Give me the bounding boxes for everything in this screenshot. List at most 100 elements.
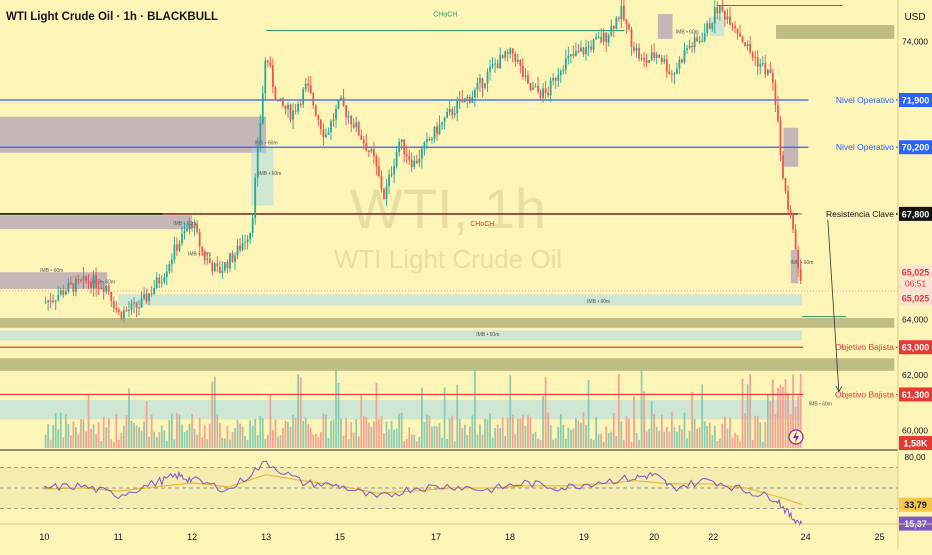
volume-bar <box>617 373 620 448</box>
currency-label[interactable]: USD <box>904 12 925 23</box>
candle-body <box>726 16 729 20</box>
candle-body <box>294 110 297 112</box>
candle-body <box>713 7 716 24</box>
candle-body <box>168 264 171 272</box>
volume-bar <box>524 425 527 448</box>
candle-body <box>302 89 305 105</box>
volume-bar <box>398 413 401 448</box>
volume-bar <box>208 423 211 448</box>
candle-body <box>297 103 300 112</box>
volume-bar <box>191 414 193 448</box>
volume-bar <box>206 439 209 448</box>
candle-body <box>279 98 282 102</box>
volume-bar <box>787 393 789 448</box>
volume-bar <box>491 437 494 448</box>
candle-body <box>312 93 315 106</box>
volume-bar <box>163 430 166 448</box>
candle-body <box>567 55 570 59</box>
volume-bar <box>170 413 173 448</box>
candle-body <box>170 259 173 265</box>
time-tick-label: 18 <box>505 532 515 542</box>
time-tick-label: 12 <box>187 532 197 542</box>
candle-body <box>784 178 787 192</box>
volume-bar <box>158 432 161 448</box>
candle-body <box>188 222 191 230</box>
volume-bar <box>552 439 555 448</box>
volume-bar <box>312 434 315 448</box>
candle-body <box>289 104 292 120</box>
candle-body <box>539 91 542 98</box>
candle-body <box>211 263 214 272</box>
candle-body <box>665 59 668 72</box>
volume-bar <box>683 412 686 448</box>
candle-body <box>542 88 544 98</box>
time-tick-label: 22 <box>708 532 718 542</box>
volume-bar <box>335 370 337 448</box>
imbalance-zone <box>0 272 108 289</box>
volume-bar <box>150 414 153 448</box>
volume-bar <box>718 438 721 448</box>
candle-body <box>221 270 224 273</box>
zone-label: IMB • 60m <box>258 171 281 177</box>
candle-body <box>729 16 731 25</box>
candle-body <box>602 32 605 42</box>
volume-bar <box>357 436 360 448</box>
price-badge-bg <box>899 206 932 221</box>
candle-body <box>521 65 524 77</box>
candle-body <box>325 134 327 138</box>
volume-bar <box>612 412 615 448</box>
volume-bar <box>284 420 287 448</box>
volume-bar <box>44 434 47 448</box>
volume-bar <box>521 414 524 448</box>
candle-body <box>117 309 120 312</box>
candle-body <box>461 99 464 103</box>
candle-body <box>183 230 186 234</box>
volume-bar <box>367 422 370 448</box>
candle-body <box>441 121 443 125</box>
candle-body <box>153 288 156 294</box>
alert-icon[interactable] <box>788 429 804 445</box>
volume-bar <box>236 419 239 448</box>
volume-bar <box>49 439 52 448</box>
candle-body <box>57 294 60 301</box>
volume-bar <box>686 438 688 448</box>
watermark-name: WTI Light Crude Oil <box>334 244 562 274</box>
price-axis[interactable]: 74,000 64,000 62,000 60,000 80,00 <box>902 37 928 462</box>
candle-body <box>759 63 762 67</box>
volume-bar <box>729 417 731 448</box>
candle-body <box>44 302 47 304</box>
candle-body <box>330 120 332 133</box>
time-axis[interactable]: 10 11 12 13 15 17 18 19 20 22 24 25 <box>39 532 884 542</box>
candle-body <box>309 85 312 94</box>
candle-body <box>436 126 438 135</box>
time-tick-label: 17 <box>431 532 441 542</box>
candle-body <box>569 54 572 56</box>
volume-bar <box>562 424 565 448</box>
candle-body <box>501 55 504 59</box>
volume-bar <box>97 422 100 448</box>
candle-body <box>261 93 264 124</box>
volume-bar <box>342 435 345 448</box>
candle-body <box>292 110 294 120</box>
candle-body <box>660 57 663 63</box>
volume-bar <box>87 393 90 448</box>
candle-body <box>754 57 757 59</box>
last-price-box <box>899 265 932 306</box>
candle-body <box>736 28 739 34</box>
volume-bar <box>176 413 178 448</box>
level-label-bg <box>808 141 896 154</box>
candle-body <box>360 135 363 140</box>
volume-bar <box>554 438 557 448</box>
candle-body <box>643 58 645 61</box>
time-tick-label: 15 <box>335 532 345 542</box>
volume-bar <box>519 418 522 448</box>
candle-body <box>110 292 113 302</box>
candle-body <box>380 175 383 190</box>
volume-bar <box>408 427 411 448</box>
candle-body <box>484 83 486 88</box>
candle-body <box>491 64 494 67</box>
volume-bar <box>615 435 618 448</box>
candle-body <box>54 300 57 302</box>
